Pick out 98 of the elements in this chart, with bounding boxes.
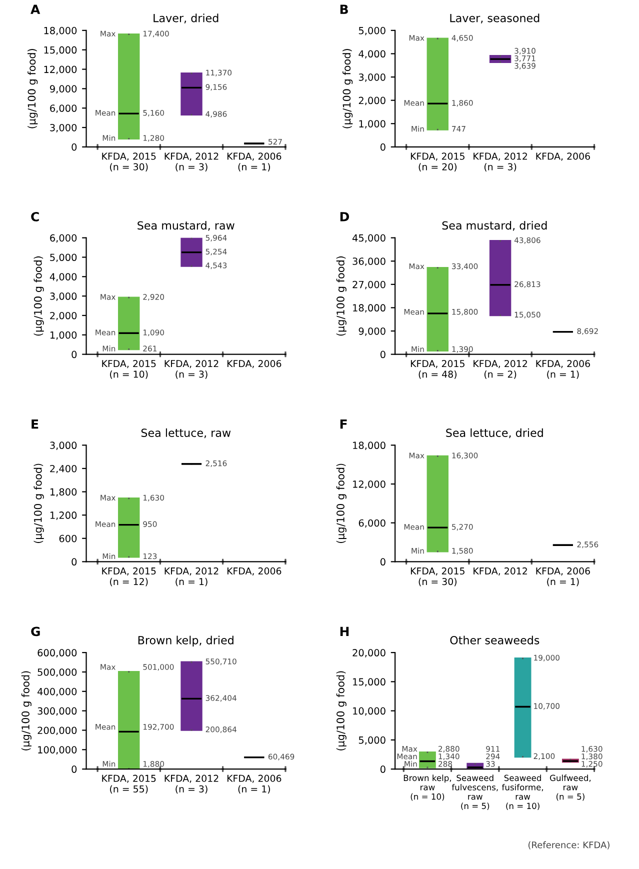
- y-tick-label: 20,000: [352, 649, 386, 658]
- text: E: [32, 419, 38, 429]
- y-axis-title: (μg/100 g food): [336, 256, 346, 336]
- y-tick-label: 100,000: [38, 746, 77, 754]
- y-tick-label: 5,000: [50, 254, 77, 262]
- y-tick-label: 4,000: [50, 273, 77, 282]
- y-tick-label: 0: [72, 143, 77, 151]
- y-tick-label: 0: [72, 558, 77, 566]
- y-tick-label: 12,000: [44, 66, 77, 74]
- y-tick-label: 3,000: [50, 442, 77, 450]
- y-tick-label: 36,000: [352, 258, 386, 266]
- x-tick-label: KFDA, 2006 (n = 1): [536, 567, 590, 586]
- y-tick-label: 9,000: [358, 327, 386, 336]
- x-tick-label: KFDA, 2012 (n = 3): [164, 360, 218, 379]
- y-tick-label: 3,000: [50, 124, 77, 132]
- y-tick-label: 4,000: [358, 50, 386, 59]
- y-axis-title: (μg/100 g food): [342, 49, 353, 128]
- y-tick-label: 6,000: [50, 104, 77, 113]
- x-tick-label: KFDA, 2006: [536, 152, 590, 161]
- x-tick-label: Seaweed fusiforme, raw (n = 10): [502, 774, 544, 810]
- x-tick-label: KFDA, 2012: [474, 567, 527, 576]
- x-tick-label: KFDA, 2012 (n = 3): [474, 152, 527, 172]
- y-tick-label: 600: [59, 534, 77, 542]
- y-axis-title: (μg/100 g food): [21, 671, 32, 750]
- chart-title: Sea lettuce, dried: [446, 428, 543, 438]
- x-tick-label: KFDA, 2015 (n = 30): [410, 567, 464, 586]
- chart-title: Sea lettuce, raw: [141, 428, 231, 438]
- y-tick-label: 0: [380, 143, 386, 151]
- chart-title: Sea mustard, raw: [138, 221, 234, 231]
- y-tick-label: 1,000: [50, 331, 77, 340]
- x-tick-label: KFDA, 2006: [227, 360, 282, 368]
- x-tick-label: KFDA, 2015 (n = 20): [410, 152, 464, 172]
- y-tick-label: 15,000: [353, 678, 386, 687]
- x-tick-label: KFDA, 2006 (n = 1): [536, 360, 590, 379]
- x-tick-label: Brown kelp, raw (n = 10): [404, 774, 451, 801]
- x-tick-label: Gulfweed, raw (n = 5): [550, 774, 591, 801]
- y-tick-label: 1,200: [50, 512, 77, 520]
- text: G: [31, 626, 40, 636]
- y-tick-label: 2,000: [358, 96, 386, 106]
- y-axis-title: (μg/100 g food): [336, 671, 346, 750]
- y-axis-title: (μg/100 g food): [34, 256, 44, 336]
- y-tick-label: 400,000: [38, 688, 77, 696]
- chart-title: Laver, dried: [154, 14, 218, 24]
- y-tick-label: 500,000: [38, 668, 77, 677]
- y-tick-label: 45,000: [352, 234, 386, 243]
- y-tick-label: 3,000: [358, 73, 386, 82]
- y-tick-label: 5,000: [358, 26, 386, 36]
- chart-title: Sea mustard, dried: [442, 221, 547, 231]
- y-axis-title: (μg/100 g food): [336, 464, 346, 544]
- y-tick-label: 12,000: [353, 480, 386, 489]
- text: D: [340, 212, 349, 222]
- text: H: [340, 626, 349, 636]
- y-axis-title: (μg/100 g food): [34, 464, 44, 544]
- text: B: [340, 4, 348, 14]
- y-tick-label: 0: [380, 766, 386, 773]
- y-tick-label: 0: [380, 350, 386, 358]
- chart-title: Laver, seasoned: [450, 14, 540, 24]
- text: F: [340, 419, 347, 429]
- x-tick-label: KFDA, 2012 (n = 3): [164, 774, 218, 794]
- y-axis-title: (μg/100 g food): [28, 49, 38, 128]
- x-tick-label: KFDA, 2015 (n = 48): [410, 360, 464, 379]
- y-tick-label: 6,000: [50, 234, 77, 243]
- y-tick-label: 0: [380, 558, 386, 566]
- y-tick-label: 0: [72, 350, 77, 358]
- text: (Reference: KFDA): [528, 841, 610, 850]
- y-tick-label: 200,000: [38, 726, 77, 736]
- y-tick-label: 300,000: [38, 707, 77, 716]
- y-tick-label: 9,000: [50, 85, 77, 94]
- y-tick-label: 0: [72, 766, 77, 773]
- text: C: [31, 212, 39, 222]
- y-tick-label: 3,000: [50, 292, 77, 301]
- y-tick-label: 18,000: [353, 442, 386, 450]
- x-tick-label: KFDA, 2006: [227, 567, 282, 576]
- x-tick-label: KFDA, 2015 (n = 30): [102, 152, 156, 172]
- y-tick-label: 27,000: [352, 280, 386, 290]
- chart-title: Other seaweeds: [450, 636, 540, 644]
- y-tick-label: 1,800: [50, 488, 77, 497]
- y-tick-label: 10,000: [353, 707, 386, 716]
- y-tick-label: 15,000: [44, 46, 77, 55]
- y-tick-label: 1,000: [359, 120, 386, 128]
- y-tick-label: 5,000: [358, 736, 386, 745]
- y-tick-label: 18,000: [353, 304, 386, 313]
- x-tick-label: KFDA, 2015 (n = 55): [102, 774, 156, 794]
- x-tick-label: KFDA, 2012 (n = 2): [474, 360, 527, 379]
- x-tick-label: KFDA, 2012 (n = 3): [164, 152, 218, 172]
- y-tick-label: 2,400: [50, 464, 77, 474]
- x-tick-label: KFDA, 2015 (n = 12): [102, 567, 156, 586]
- text: A: [30, 4, 40, 14]
- x-tick-label: KFDA, 2015 (n = 10): [102, 360, 156, 379]
- y-tick-label: 18,000: [44, 26, 77, 36]
- x-tick-label: KFDA, 2006 (n = 1): [227, 774, 282, 794]
- y-tick-label: 600,000: [38, 649, 77, 658]
- y-tick-label: 6,000: [358, 519, 386, 528]
- y-tick-label: 2,000: [50, 312, 77, 320]
- x-tick-label: KFDA, 2012 (n = 1): [164, 567, 218, 586]
- x-tick-label: KFDA, 2006 (n = 1): [227, 152, 282, 172]
- chart-title: Brown kelp, dried: [138, 636, 234, 647]
- x-tick-label: Seaweed fulvescens, raw (n = 5): [452, 774, 498, 810]
